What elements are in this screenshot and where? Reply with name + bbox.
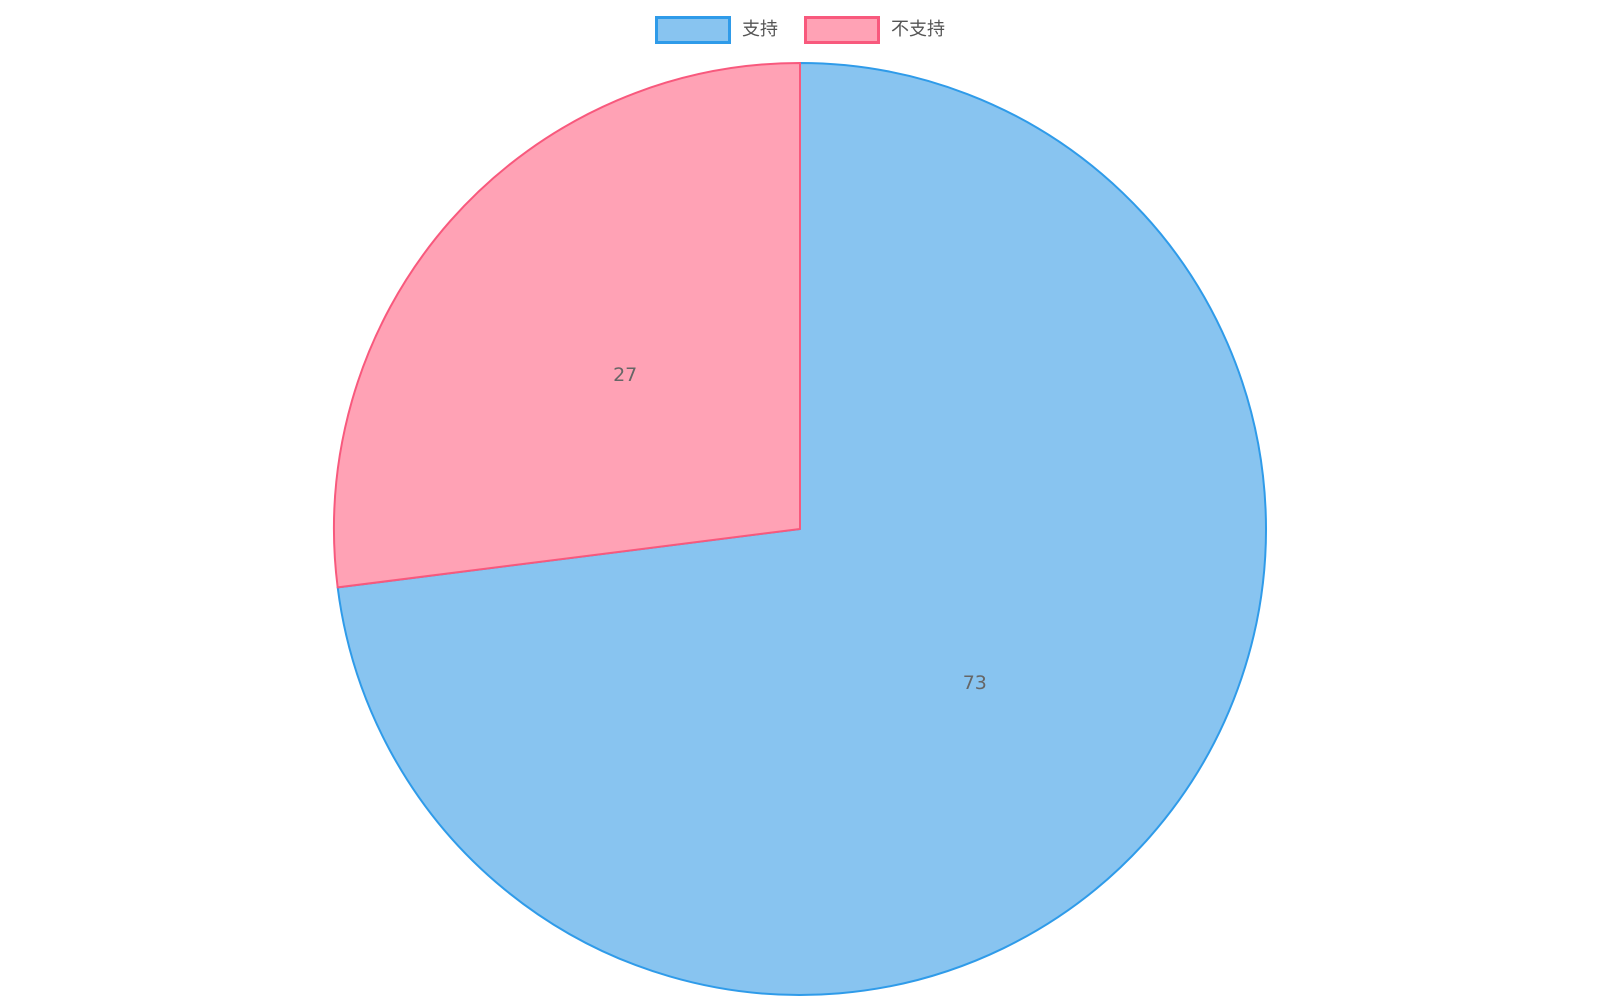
legend-item-oppose[interactable]: 不支持 <box>804 16 945 44</box>
pie-slice-oppose[interactable] <box>333 62 801 589</box>
legend-swatch-support <box>655 16 731 44</box>
legend-label-support: 支持 <box>742 19 778 40</box>
slice-value-label-support: 73 <box>963 672 987 694</box>
pie-slice-support[interactable] <box>336 62 1267 996</box>
legend: 支持 不支持 <box>655 16 945 44</box>
legend-swatch-oppose <box>804 16 880 44</box>
slice-value-label-oppose: 27 <box>613 364 637 386</box>
legend-label-oppose: 不支持 <box>891 19 945 40</box>
legend-item-support[interactable]: 支持 <box>655 16 778 44</box>
